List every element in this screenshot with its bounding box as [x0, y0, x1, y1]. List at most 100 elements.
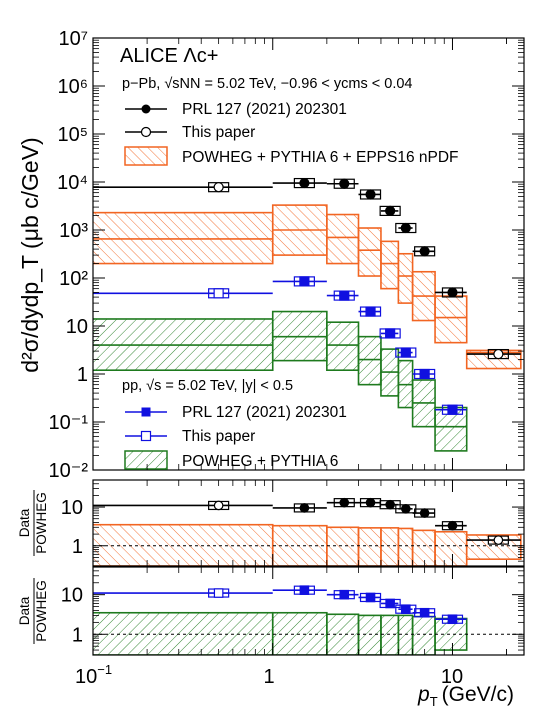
ppb-prl-marker-3 [385, 205, 396, 216]
ratio-pp-band-4 [380, 614, 400, 655]
y-tick-label-0: 10⁷ [59, 28, 88, 50]
ratio-pp-points [93, 585, 524, 635]
ratio-pp-y-tick-label-0: 10 [61, 585, 83, 607]
y-tick-label-3: 10⁴ [57, 172, 88, 194]
ratio-pp-marker-1 [299, 585, 310, 595]
ratio-pp-band-3 [357, 614, 382, 655]
chart-title: ALICE Λc+ [120, 45, 218, 67]
ratio-pp-band-0 [93, 611, 274, 655]
legend-pp-prl: PRL 127 (2021) 202301 [182, 404, 347, 421]
legend-swatch-pp-model [124, 450, 168, 470]
x-tick-label-1: 1 [263, 666, 274, 688]
ratio-panel-pp: 10 1 Data POWHEG [17, 566, 525, 656]
ratio-pp-band-5 [397, 614, 414, 655]
y-tick-label-5: 10² [59, 268, 88, 290]
ratio-ppb-y-ticks: 10 1 [61, 483, 524, 567]
ppb-prl-marker-0 [299, 177, 310, 189]
ratio-ppb-y-tick-label-0: 10 [61, 497, 83, 519]
legend-ppb-prl: PRL 127 (2021) 202301 [182, 101, 347, 118]
ratio-ppb-band-7 [434, 530, 468, 566]
legend-marker-ppb-prl [141, 104, 151, 114]
pp-prl-marker-1 [339, 290, 350, 301]
ratio-pp-frame [92, 566, 525, 656]
ratio-ppb-marker-8 [493, 535, 504, 545]
ratio-ppb-y-tick-label-1: 1 [72, 536, 83, 558]
ratio-pp-marker-6 [419, 607, 430, 618]
ratio-pp-marker-2 [339, 589, 350, 600]
ppb-model-band-4 [380, 240, 400, 290]
pp-model-band-2 [326, 321, 360, 371]
ratio-pp-marker-5 [401, 604, 411, 615]
legend-ppb: PRL 127 (2021) 202301 This paper POWHEG … [124, 101, 459, 166]
ratio-pp-y-tick-label-1: 1 [72, 624, 83, 646]
ppb-model-band-7 [434, 295, 468, 344]
ratio-ppb-ylabel-num: Data [17, 508, 32, 537]
x-tick-label-0.1: 10−1 [75, 662, 112, 688]
ppb-model-band-2 [326, 213, 360, 265]
main-frame [92, 37, 525, 471]
y-tick-label-4: 10³ [59, 220, 88, 242]
ppb-prl-marker-4 [400, 222, 411, 234]
ratio-pp-band-6 [411, 615, 436, 655]
y-tick-label-1: 10⁶ [58, 76, 88, 98]
legend-pp: PRL 127 (2021) 202301 This paper POWHEG … [124, 404, 347, 470]
pp-model-band-3 [357, 335, 382, 386]
pp-this-marker-0 [213, 288, 224, 299]
ratio-ppb-band-6 [411, 529, 436, 566]
pp-prl-marker-2 [365, 306, 376, 317]
legend-marker-ppb-this [140, 126, 152, 138]
y-tick-label-8: 10⁻¹ [49, 412, 89, 434]
ppb-this-marker-0 [213, 182, 224, 193]
legend-ppb-this: This paper [182, 124, 255, 141]
y-tick-label-9: 10⁻² [49, 460, 89, 482]
ratio-ppb-marker-3 [365, 497, 376, 508]
ratio-ppb-points [93, 497, 524, 547]
ratio-ppb-band-2 [326, 526, 360, 566]
y-tick-label-6: 10 [66, 316, 88, 338]
ratio-panel-ppb: 10 1 Data POWHEG [17, 479, 525, 567]
ratio-ppb-band-4 [380, 527, 400, 566]
main-panel: 10⁷ 10⁶ 10⁵ 10⁴ 10³ 10² 10 1 10⁻¹ 10⁻² d²σ/dydp_T… [17, 28, 525, 482]
pp-prl-marker-0 [299, 276, 310, 287]
y-tick-label-7: 1 [77, 364, 88, 386]
ratio-pp-marker-0 [213, 588, 224, 598]
legend-marker-pp-this [140, 430, 152, 442]
main-y-ticks: 10⁷ 10⁶ 10⁵ 10⁴ 10³ 10² 10 1 10⁻¹ 10⁻² [49, 28, 524, 482]
ppb-system-label: p−Pb, √sNN = 5.02 TeV, −0.96 < ycms < 0.… [122, 76, 413, 92]
pp-prl-marker-6 [447, 404, 458, 415]
ratio-pp-marker-3 [365, 592, 376, 603]
pp-prl-marker-4 [400, 347, 411, 358]
ppb-prl-marker-1 [339, 178, 350, 189]
ppb-prl-marker-5 [419, 246, 430, 257]
pp-system-label: pp, √s = 5.02 TeV, |y| < 0.5 [122, 378, 293, 394]
ratio-ppb-ylabel-den: POWHEG [34, 492, 49, 554]
ppb-prl-marker-6 [447, 287, 458, 298]
ratio-ppb-marker-7 [447, 520, 458, 531]
ratio-ppb-marker-0 [213, 500, 224, 511]
ratio-ppb-band-8 [465, 534, 522, 560]
ratio-pp-marker-4 [385, 598, 395, 609]
ratio-ppb-marker-6 [419, 508, 430, 518]
ratio-pp-bands [93, 611, 468, 655]
x-axis-label: pT (GeV/c) [417, 683, 514, 709]
ratio-ppb-frame [92, 479, 525, 567]
legend-pp-this: This paper [182, 428, 255, 445]
model-bands [93, 204, 522, 452]
ppb-prl-marker-2 [365, 189, 376, 200]
legend-swatch-ppb-model [124, 146, 168, 166]
pp-prl-marker-5 [419, 368, 430, 380]
ratio-pp-ylabel-num: Data [17, 596, 32, 625]
ratio-pp-y-ticks: 10 1 [61, 570, 524, 656]
ratio-ppb-marker-4 [385, 499, 395, 510]
ppb-model-band-5 [397, 252, 414, 304]
ratio-pp-marker-7 [447, 614, 458, 625]
ratio-ppb-marker-5 [401, 504, 411, 514]
ppb-model-band-3 [357, 227, 382, 277]
ratio-ppb-band-0 [93, 523, 274, 566]
ratio-pp-ylabel-den: POWHEG [34, 580, 49, 642]
x-tick-label-10: 10 [441, 666, 463, 688]
data-points [93, 177, 521, 415]
legend-marker-pp-prl [141, 407, 151, 417]
ratio-ppb-marker-2 [339, 497, 350, 508]
